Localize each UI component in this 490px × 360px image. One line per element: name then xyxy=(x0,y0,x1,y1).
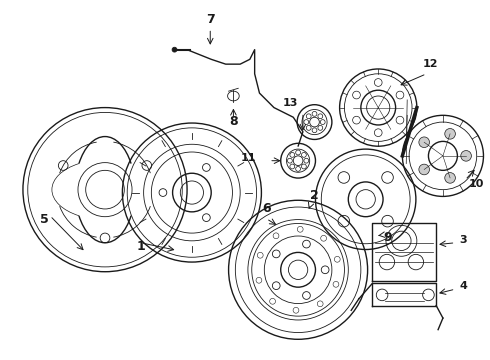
Text: 13: 13 xyxy=(283,98,298,108)
Text: 9: 9 xyxy=(384,231,392,244)
Circle shape xyxy=(445,172,455,183)
Text: 7: 7 xyxy=(206,13,215,26)
Text: 1: 1 xyxy=(136,240,145,253)
Text: 4: 4 xyxy=(459,281,467,291)
Text: 5: 5 xyxy=(40,213,49,226)
Circle shape xyxy=(461,150,471,161)
Circle shape xyxy=(172,47,177,52)
Text: 11: 11 xyxy=(241,153,257,163)
Text: 3: 3 xyxy=(459,235,467,245)
Circle shape xyxy=(445,129,455,139)
Circle shape xyxy=(419,164,429,175)
Text: 12: 12 xyxy=(422,59,438,69)
Text: 8: 8 xyxy=(229,115,238,128)
Circle shape xyxy=(419,137,429,148)
Text: 10: 10 xyxy=(469,179,484,189)
Text: 2: 2 xyxy=(310,189,319,202)
Text: 6: 6 xyxy=(262,202,270,215)
